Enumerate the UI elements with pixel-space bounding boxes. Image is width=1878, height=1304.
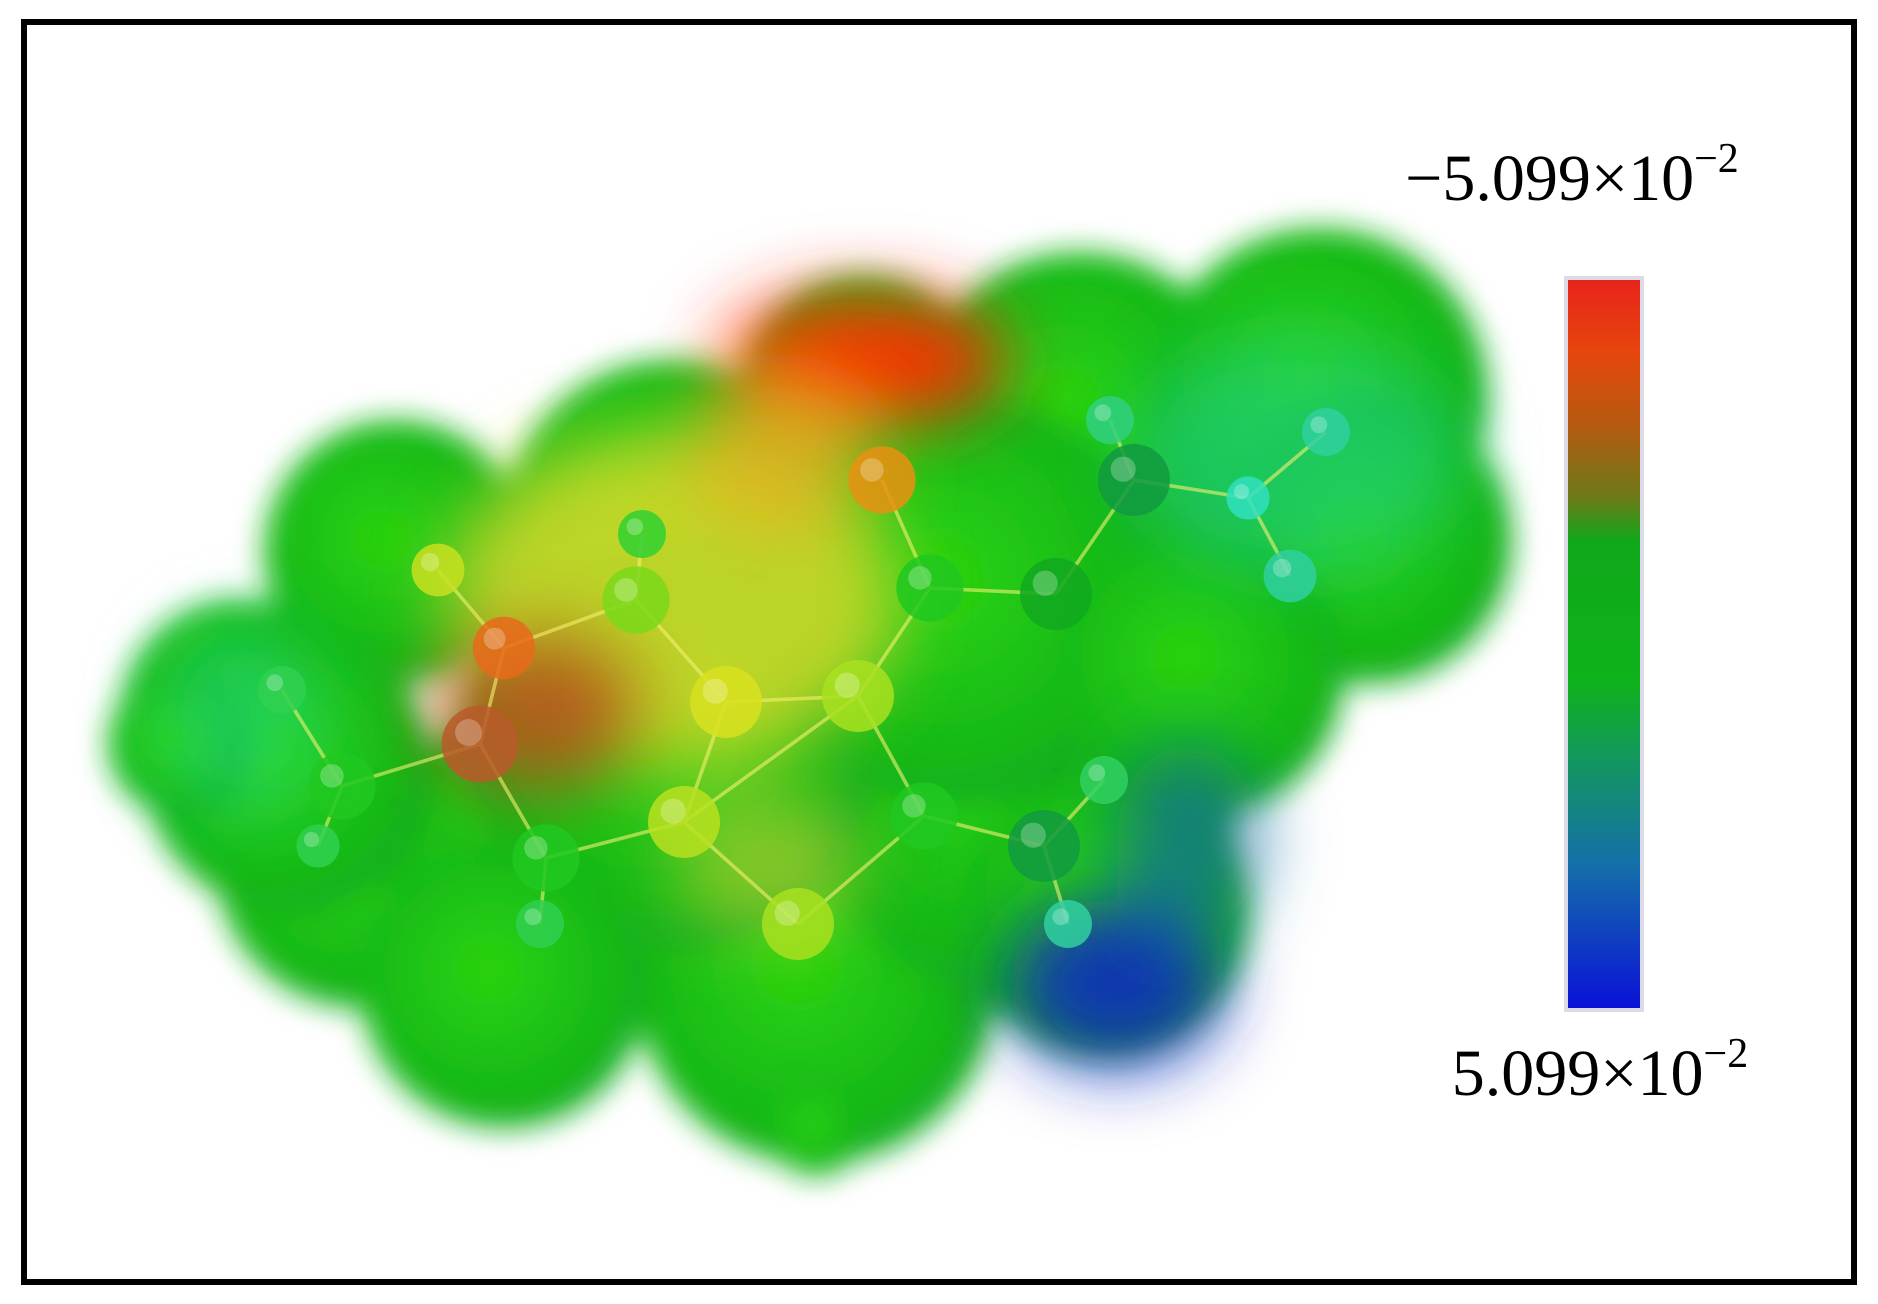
color-bar-top-label: −5.099×10−2 [1405,136,1739,215]
atom [896,554,964,622]
atom [848,446,916,514]
atom [1020,558,1092,630]
atom-highlight [774,900,800,926]
atoms [258,396,1350,961]
atom [1098,444,1170,516]
atom [1302,408,1350,457]
atom-highlight [303,831,320,848]
atom-highlight [1052,908,1070,926]
atom-highlight [902,794,926,818]
atom [602,566,670,634]
atom [822,660,895,732]
atom-highlight [626,518,644,536]
potential-region [1116,744,1260,937]
atom-highlight [266,674,284,692]
atom [1044,900,1092,949]
atom-highlight [702,678,728,704]
atom [258,666,306,714]
atom-highlight [524,908,542,926]
atom [516,900,564,949]
label-exponent: −2 [1704,1031,1749,1077]
atom [296,824,340,868]
atom [472,616,536,680]
atom [1080,756,1128,805]
atom-highlight [860,458,884,482]
atom-highlight [908,566,932,590]
atom [441,705,519,783]
atom-highlight [1020,822,1046,848]
color-bar-bottom-label: 5.099×10−2 [1452,1031,1748,1110]
potential-overlay [156,294,1464,1068]
atom [890,782,958,850]
molecule [108,228,1512,1176]
atom-highlight [1110,456,1136,482]
atom-highlight [1088,764,1106,782]
atom-highlight [660,798,686,824]
surface-lobe [768,1080,865,1176]
atom [648,786,720,859]
atom [1263,549,1317,603]
atom [411,543,465,597]
atom [1008,810,1080,883]
atom [1226,476,1270,520]
atom [690,666,762,738]
color-bar [1564,276,1644,1012]
potential-region [684,384,877,528]
label-exponent: −2 [1694,136,1739,182]
surface-lobe [360,840,648,1128]
atom-highlight [614,578,638,602]
label-mantissa: 5.099×10 [1452,1037,1704,1110]
atom [512,824,580,892]
atom-highlight [1032,570,1058,596]
atom-highlight [1233,483,1250,500]
atom-highlight [524,836,548,860]
atom-highlight [1272,558,1292,578]
label-mantissa: −5.099×10 [1405,142,1694,215]
atom-highlight [834,672,860,698]
atom [308,752,376,820]
atom [618,510,666,558]
atom-highlight [1094,404,1112,422]
atom-highlight [420,552,440,572]
atom-highlight [320,764,344,788]
surface-lobe [1056,528,1344,817]
atom-highlight [1310,416,1328,434]
atom [762,888,835,961]
atom-highlight [483,627,506,650]
atom [1086,396,1134,445]
atom-highlight [455,719,482,746]
